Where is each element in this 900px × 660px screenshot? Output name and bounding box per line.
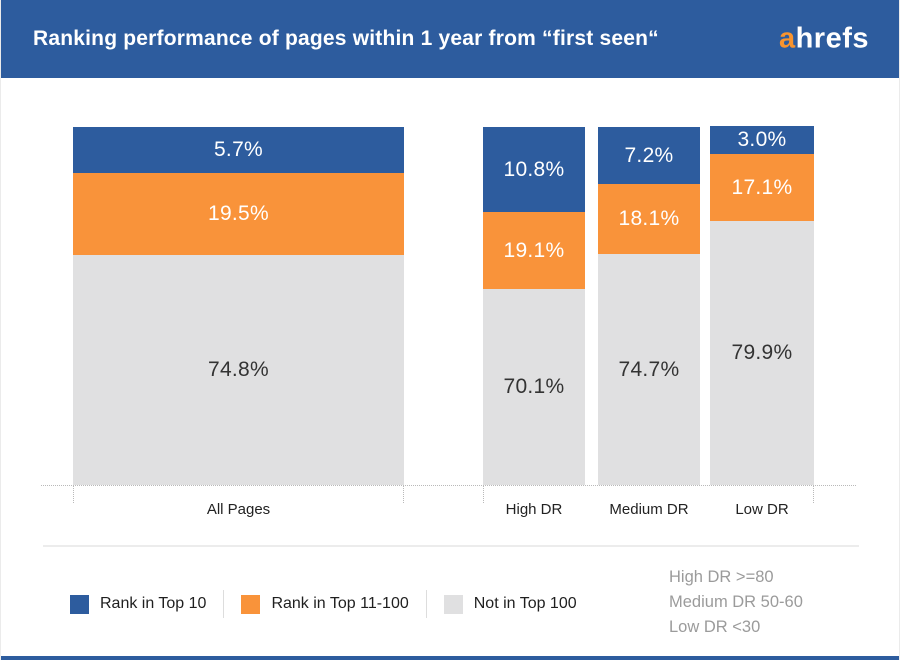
- bar-low-dr: 3.0% 17.1% 79.9%: [710, 126, 814, 485]
- top10-swatch-icon: [70, 594, 89, 614]
- note-high-dr: High DR >=80: [669, 568, 774, 586]
- segment-value-label: 10.8%: [503, 157, 565, 181]
- bar-segment: 5.7%: [73, 127, 404, 173]
- x-axis-line: [41, 485, 856, 486]
- bar-segment: 74.7%: [598, 254, 700, 485]
- x-axis-label: High DR: [505, 501, 563, 518]
- note-medium-dr: Medium DR 50-60: [669, 593, 803, 611]
- dr-notes: High DR >=80 Medium DR 50-60 Low DR <30: [669, 565, 803, 640]
- legend-label: Not in Top 100: [473, 595, 577, 612]
- segment-value-label: 17.1%: [731, 175, 793, 199]
- segment-value-label: 19.5%: [207, 202, 270, 225]
- bar-segment: 74.8%: [73, 255, 404, 485]
- x-axis-label: All Pages: [206, 501, 271, 518]
- axis-tick: [73, 486, 74, 503]
- segment-value-label: 74.7%: [618, 357, 680, 381]
- segment-value-label: 74.8%: [207, 358, 270, 381]
- bar-all-pages: 5.7% 19.5% 74.8%: [73, 127, 404, 485]
- note-low-dr: Low DR <30: [669, 618, 761, 636]
- bar-segment: 19.1%: [483, 212, 585, 289]
- segment-value-label: 18.1%: [618, 207, 680, 230]
- bar-segment: 79.9%: [710, 221, 814, 485]
- segment-value-label: 79.9%: [731, 341, 793, 364]
- footer-divider: [43, 545, 859, 547]
- bar-segment: 19.5%: [73, 173, 404, 255]
- legend-separator: [425, 590, 427, 618]
- segment-value-label: 70.1%: [503, 375, 565, 398]
- legend-item-top11-100: Rank in Top 11-100: [241, 594, 409, 614]
- bar-segment: 10.8%: [483, 127, 585, 212]
- chart-title: Ranking performance of pages within 1 ye…: [33, 27, 659, 50]
- bar-segment: 70.1%: [483, 289, 585, 485]
- legend: Rank in Top 10 Rank in Top 11-100 Not in…: [70, 590, 577, 618]
- bottom-accent-bar: [1, 656, 899, 660]
- bar-segment: 17.1%: [710, 154, 814, 221]
- segment-value-label: 5.7%: [213, 138, 264, 161]
- bar-segment: 18.1%: [598, 184, 700, 254]
- bar-segment: 3.0%: [710, 126, 814, 154]
- axis-tick: [813, 486, 814, 503]
- x-axis-label: Low DR: [735, 501, 789, 518]
- axis-tick: [403, 486, 404, 503]
- bar-segment: 7.2%: [598, 127, 700, 184]
- segment-value-label: 7.2%: [624, 143, 674, 167]
- not-top100-swatch-icon: [443, 594, 463, 614]
- legend-label: Rank in Top 11-100: [271, 595, 409, 612]
- bar-high-dr: 10.8% 19.1% 70.1%: [483, 127, 585, 485]
- x-axis-label: Medium DR: [609, 501, 689, 518]
- ahrefs-logo-rest: hrefs: [795, 22, 869, 55]
- top11-100-swatch-icon: [241, 594, 261, 614]
- legend-separator: [223, 590, 225, 618]
- segment-value-label: 3.0%: [737, 128, 787, 151]
- ahrefs-logo: ahrefs: [779, 23, 869, 56]
- header: Ranking performance of pages within 1 ye…: [1, 0, 899, 78]
- legend-item-top10: Rank in Top 10: [70, 594, 207, 614]
- axis-tick: [483, 486, 484, 503]
- segment-value-label: 19.1%: [503, 238, 565, 262]
- ahrefs-logo-a: a: [778, 22, 796, 55]
- legend-label: Rank in Top 10: [100, 595, 207, 612]
- legend-item-not-top100: Not in Top 100: [443, 594, 577, 614]
- bar-medium-dr: 7.2% 18.1% 74.7%: [598, 127, 700, 485]
